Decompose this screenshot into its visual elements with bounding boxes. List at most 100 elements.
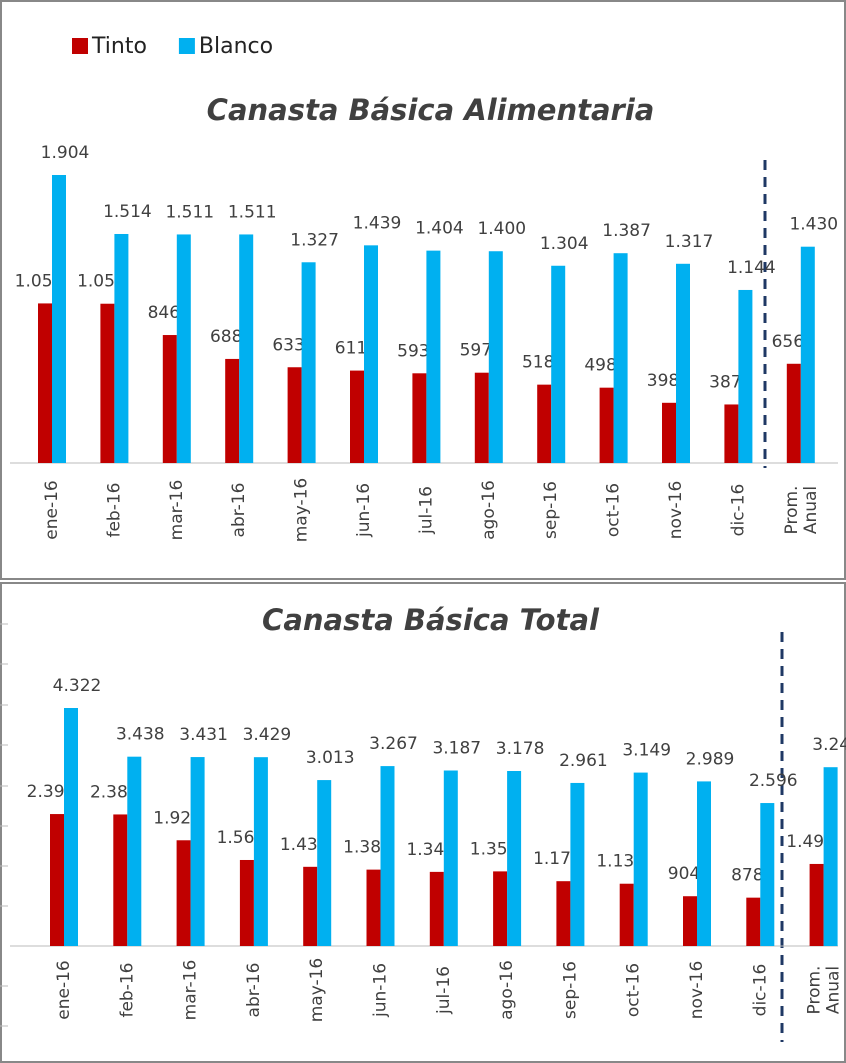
x-tick-label: nov-16 (666, 481, 686, 540)
bar (380, 766, 395, 946)
x-tick-label: abr-16 (229, 483, 249, 538)
data-label: 518 (522, 353, 554, 373)
data-label: 688 (210, 327, 242, 347)
data-label: 3.267 (369, 734, 418, 754)
data-label: 1.511 (165, 202, 214, 222)
data-label: 2.396 (27, 782, 76, 802)
data-label: 3.438 (116, 725, 165, 745)
data-label: 878 (731, 866, 763, 886)
bar (493, 871, 508, 946)
data-label: 1.438 (280, 835, 329, 855)
x-tick-label: may-16 (292, 478, 312, 543)
data-label: 2.961 (559, 751, 608, 771)
bar (412, 373, 427, 463)
data-label: 1.400 (477, 219, 526, 239)
data-label: 593 (397, 341, 429, 361)
bar (426, 250, 441, 463)
data-label: 1.327 (290, 230, 339, 250)
x-tick-label: ene-16 (42, 480, 62, 539)
data-label: 1.439 (353, 213, 402, 233)
bar (760, 803, 775, 946)
bar (724, 404, 739, 463)
data-label: 597 (460, 341, 492, 361)
bar (190, 757, 205, 946)
x-tick-label: Prom.Anual (805, 966, 844, 1015)
x-tick-label: nov-16 (687, 961, 707, 1020)
data-label: 1.304 (540, 234, 589, 254)
bar (786, 363, 801, 463)
bar (64, 708, 78, 946)
x-tick-label: oct-16 (624, 963, 644, 1017)
bar (537, 384, 552, 463)
bar (253, 757, 268, 946)
data-label: 656 (772, 332, 804, 352)
x-tick-label: feb-16 (104, 482, 124, 537)
data-label: 3.149 (622, 741, 671, 761)
data-label: 633 (272, 335, 304, 355)
bar (443, 770, 458, 946)
bar (317, 780, 332, 946)
bar (599, 387, 614, 463)
bar (429, 871, 444, 946)
bar (613, 253, 628, 463)
x-tick-label: ago-16 (497, 960, 517, 1020)
data-label: 4.322 (53, 676, 102, 696)
x-tick-label: dic-16 (728, 484, 748, 537)
bar (225, 358, 240, 463)
bar (619, 883, 634, 946)
chart-title: Canasta Básica Alimentaria (207, 93, 655, 127)
bar (823, 767, 838, 946)
legend-label: Blanco (199, 34, 273, 59)
chart-title: Canasta Básica Total (262, 603, 600, 637)
bar (746, 897, 761, 946)
data-label: 1.511 (228, 202, 277, 222)
x-tick-label: sep-16 (541, 481, 561, 539)
data-label: 611 (335, 339, 367, 359)
bar (176, 234, 191, 463)
legend-swatch (178, 38, 195, 54)
data-label: 3.178 (496, 739, 545, 759)
data-label: 1.346 (406, 840, 455, 860)
x-tick-label: abr-16 (244, 963, 264, 1018)
bar (738, 289, 753, 463)
bar (800, 246, 815, 463)
data-label: 1.404 (415, 219, 464, 239)
data-label: 846 (148, 303, 180, 323)
data-label: 1.053 (77, 272, 126, 292)
x-tick-label: feb-16 (117, 962, 137, 1017)
data-label: 1.904 (41, 143, 90, 163)
data-label: 1.355 (470, 839, 519, 859)
bar (113, 814, 128, 946)
bar (507, 770, 522, 946)
data-label: 3.247 (812, 735, 846, 755)
left-ticks (0, 623, 8, 1027)
data-label: 1.055 (15, 271, 64, 291)
bar (488, 251, 503, 463)
bar (809, 863, 824, 946)
data-label: 1.387 (343, 838, 392, 858)
data-label: 1.562 (217, 828, 266, 848)
data-label: 904 (668, 864, 700, 884)
data-label: 498 (584, 356, 616, 376)
bar (287, 367, 302, 463)
data-label: 3.429 (243, 725, 292, 745)
bar (697, 781, 711, 946)
x-tick-label: Prom.Anual (782, 486, 821, 535)
bar (114, 233, 129, 463)
data-label: 1.430 (789, 215, 838, 235)
bar (350, 370, 364, 463)
panel-border (0, 582, 846, 1063)
bar (633, 772, 648, 946)
x-tick-label: jul-16 (416, 486, 436, 535)
bar (301, 262, 316, 463)
bar (556, 881, 571, 946)
data-label: 1.514 (103, 202, 152, 222)
bar (100, 303, 115, 463)
data-label: 387 (709, 372, 741, 392)
bar (570, 782, 585, 946)
bar (50, 814, 64, 946)
bar (52, 175, 66, 463)
bar (239, 234, 254, 463)
data-label: 398 (647, 371, 679, 391)
